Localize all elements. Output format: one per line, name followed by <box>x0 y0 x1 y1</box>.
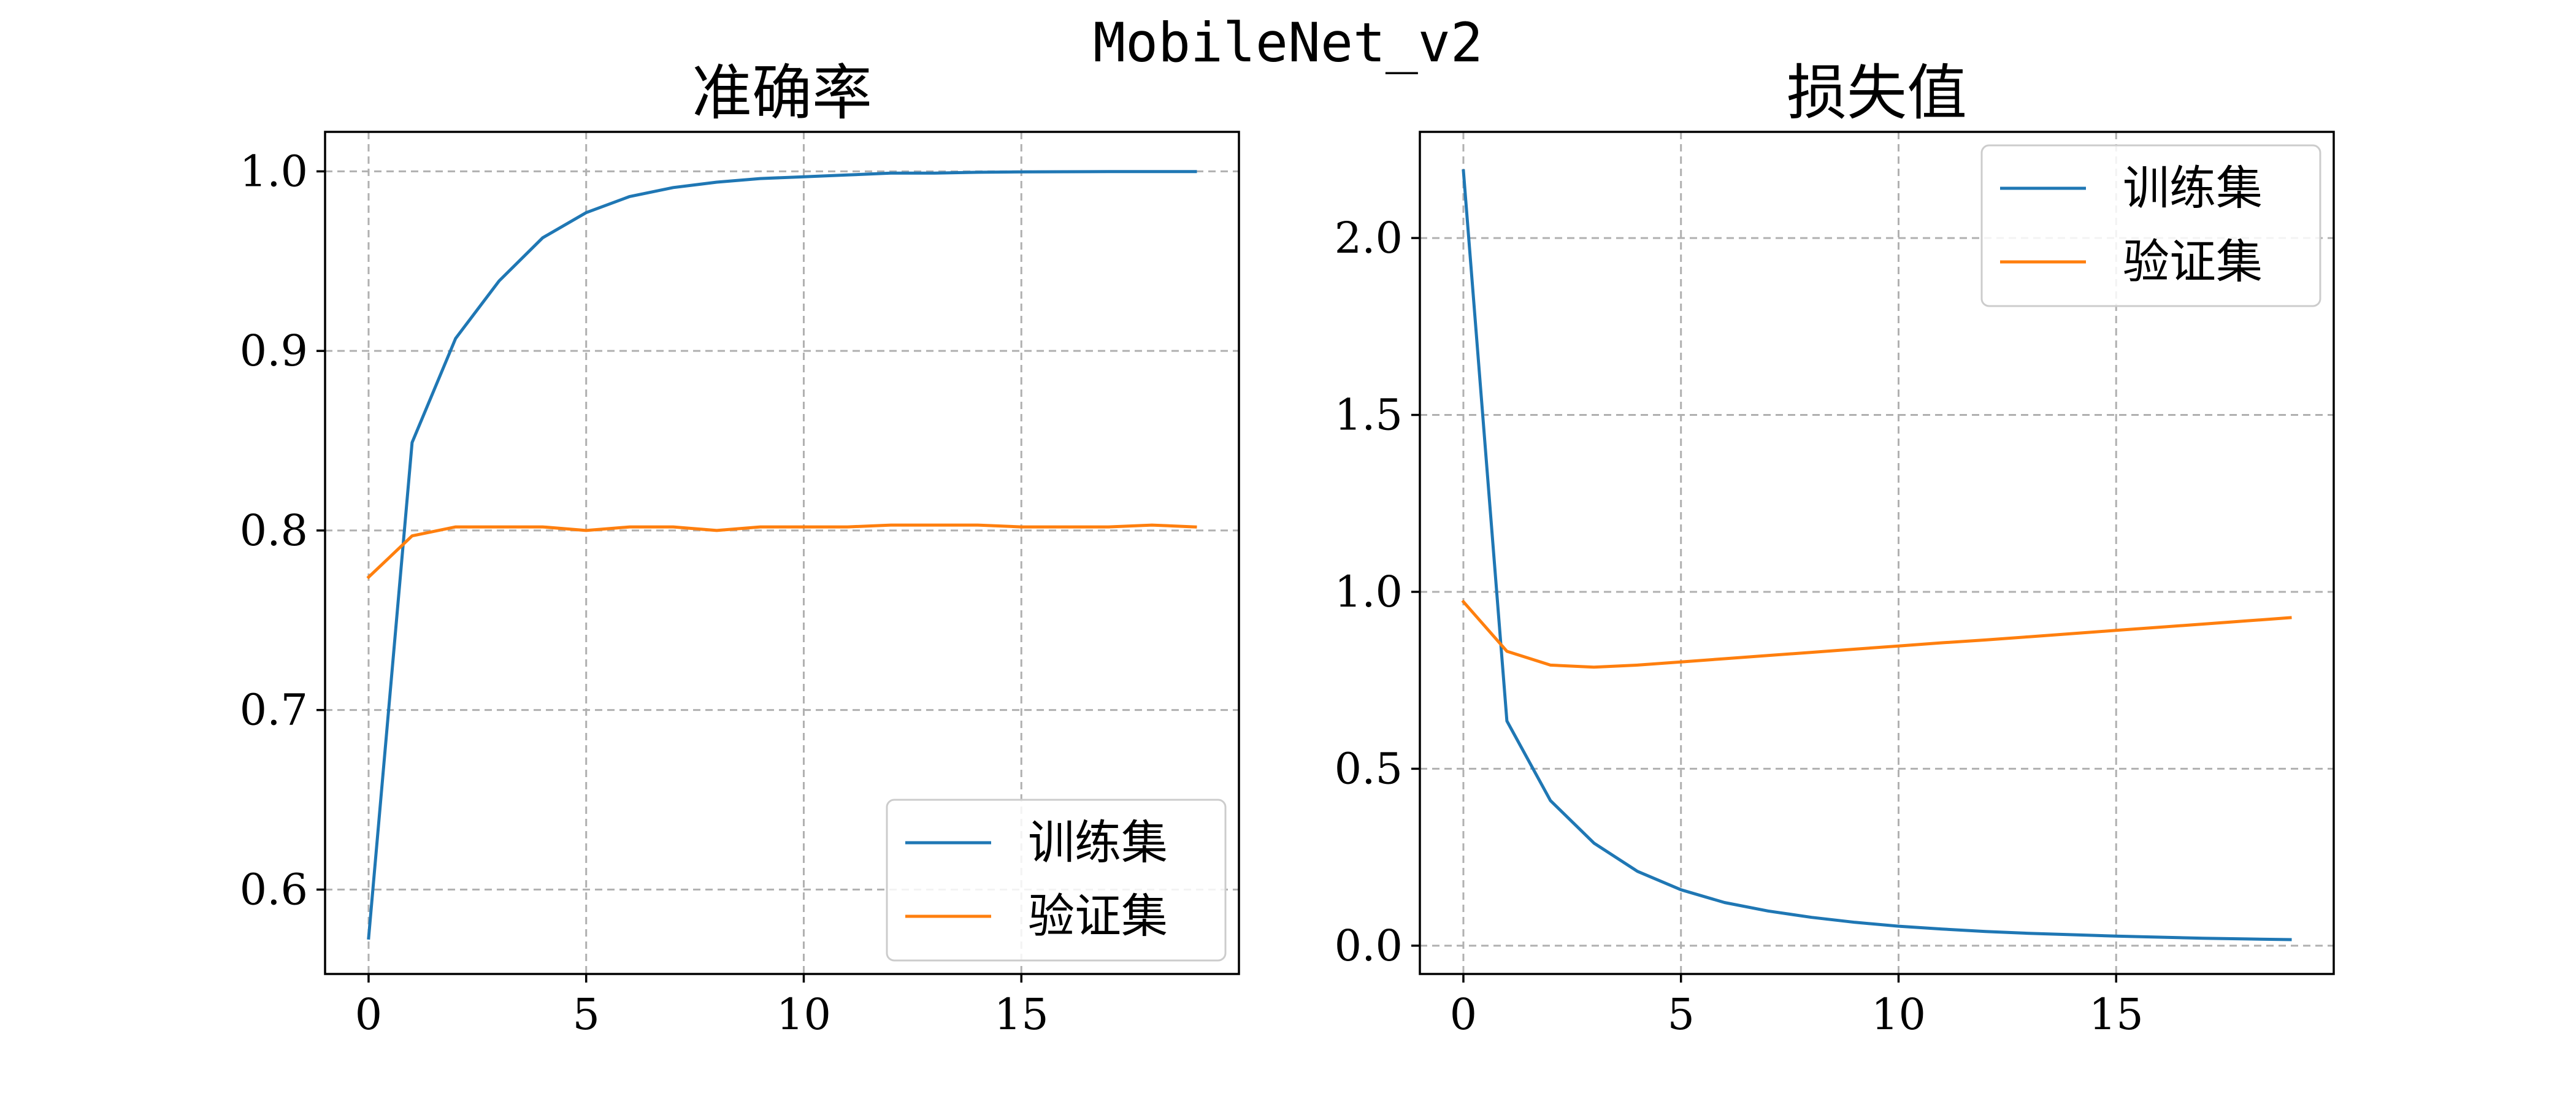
accuracy-xtick-label: 5 <box>572 989 600 1040</box>
accuracy-xtick-label: 0 <box>355 989 383 1040</box>
loss-series-line-1 <box>1461 599 2292 669</box>
accuracy-legend <box>886 799 1227 962</box>
loss-xtick-label: 0 <box>1450 989 1478 1040</box>
loss-ytick-label: 1.5 <box>1335 390 1403 440</box>
accuracy-series-line-0 <box>367 170 1197 940</box>
accuracy-legend-label-0: 训练集 <box>1028 815 1168 870</box>
loss-xtick-label: 15 <box>2089 989 2144 1040</box>
accuracy-legend-label-1: 验证集 <box>1028 889 1168 943</box>
accuracy-ytick-label: 0.8 <box>240 505 308 556</box>
accuracy-title: 准确率 <box>692 58 872 128</box>
accuracy-ytick-label: 0.6 <box>240 864 308 914</box>
figure-title: MobileNet_v2 <box>1093 11 1483 74</box>
loss-ytick-label: 0.5 <box>1335 743 1403 794</box>
loss-title: 损失值 <box>1787 58 1967 128</box>
loss-xtick-label: 10 <box>1871 989 1926 1040</box>
accuracy-xtick-label: 10 <box>776 989 831 1040</box>
accuracy-ytick-label: 0.9 <box>240 326 308 376</box>
loss-ytick-label: 0.0 <box>1335 921 1403 971</box>
loss-axes-frame <box>1419 131 2335 975</box>
loss-series-line-0 <box>1462 169 2292 941</box>
accuracy-ytick-label: 0.7 <box>240 685 308 735</box>
loss-legend-label-0: 训练集 <box>2123 161 2263 215</box>
accuracy-series-line-1 <box>366 523 1197 580</box>
loss-xtick-label: 5 <box>1667 989 1695 1040</box>
loss-ytick-label: 2.0 <box>1335 213 1403 263</box>
loss-legend <box>1980 144 2321 307</box>
accuracy-axes-frame <box>324 131 1240 975</box>
accuracy-xtick-label: 15 <box>994 989 1049 1040</box>
loss-ytick-label: 1.0 <box>1335 567 1403 617</box>
loss-legend-label-1: 验证集 <box>2123 234 2263 289</box>
accuracy-ytick-label: 1.0 <box>240 146 308 196</box>
